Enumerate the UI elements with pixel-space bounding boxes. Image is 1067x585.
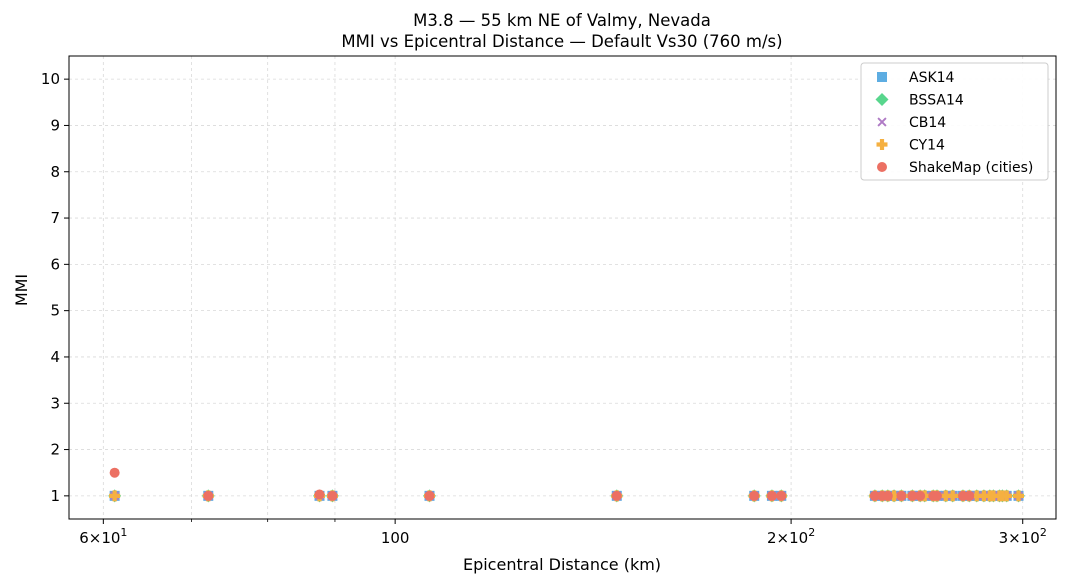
data-point bbox=[971, 490, 983, 502]
legend-label: CY14 bbox=[909, 138, 945, 154]
data-point bbox=[327, 490, 338, 501]
y-tick-label: 6 bbox=[50, 255, 60, 273]
y-tick-label: 9 bbox=[50, 116, 60, 134]
y-tick-label: 3 bbox=[50, 394, 60, 412]
legend-label: BSSA14 bbox=[909, 93, 964, 109]
legend-item: ASK14 bbox=[877, 70, 955, 86]
legend-item: CB14 bbox=[877, 115, 946, 131]
y-tick-label: 4 bbox=[50, 348, 60, 366]
chart-subtitle: MMI vs Epicentral Distance — Default Vs3… bbox=[341, 32, 782, 51]
legend-label: ShakeMap (cities) bbox=[909, 160, 1033, 176]
data-point bbox=[203, 490, 214, 501]
x-tick-label: 2×102 bbox=[767, 526, 815, 547]
legend-marker bbox=[875, 93, 889, 106]
ticks: 1 2 3 4 5 6 7 8 9 10 6×101 100 2×102 3×102 bbox=[41, 70, 1047, 547]
legend: ASK14 BSSA14 CB14 CY14 ShakeMap (cities) bbox=[860, 62, 1049, 181]
plot-frame bbox=[68, 55, 1057, 520]
legend-marker bbox=[877, 72, 887, 82]
data-point bbox=[424, 490, 435, 501]
data-point bbox=[749, 490, 760, 501]
data-point bbox=[907, 490, 918, 501]
series-shakemap-cities bbox=[109, 467, 975, 501]
chart-title: M3.8 — 55 km NE of Valmy, Nevada bbox=[413, 11, 711, 30]
y-tick-label: 1 bbox=[50, 487, 60, 505]
data-point bbox=[776, 490, 787, 501]
legend-item: ShakeMap (cities) bbox=[877, 160, 1033, 176]
data-point bbox=[611, 490, 622, 501]
data-point bbox=[1001, 490, 1013, 502]
data-point bbox=[882, 490, 893, 501]
legend-label: CB14 bbox=[909, 115, 946, 131]
legend-item: CY14 bbox=[876, 138, 945, 154]
data-point bbox=[314, 489, 325, 500]
data-point bbox=[109, 467, 120, 478]
y-tick-label: 7 bbox=[50, 209, 60, 227]
data-point bbox=[888, 490, 900, 502]
x-axis-title: Epicentral Distance (km) bbox=[463, 555, 661, 574]
data-point bbox=[896, 490, 907, 501]
x-tick-label: 100 bbox=[381, 529, 410, 547]
y-tick-label: 10 bbox=[41, 70, 60, 88]
data-point bbox=[109, 490, 121, 502]
legend-marker bbox=[877, 117, 887, 127]
data-point bbox=[766, 490, 777, 501]
y-tick-label: 2 bbox=[50, 441, 60, 459]
y-tick-label: 8 bbox=[50, 163, 60, 181]
legend-item: BSSA14 bbox=[875, 93, 964, 109]
data-layer bbox=[108, 467, 1026, 503]
data-point bbox=[947, 490, 959, 502]
data-point bbox=[987, 490, 999, 502]
y-tick-label: 5 bbox=[50, 302, 60, 320]
x-tick-label: 3×102 bbox=[999, 526, 1047, 547]
legend-box bbox=[860, 62, 1049, 181]
y-axis-title: MMI bbox=[12, 274, 31, 306]
data-point bbox=[932, 490, 943, 501]
data-point bbox=[1013, 490, 1025, 502]
legend-marker bbox=[876, 139, 888, 150]
x-tick-label: 6×101 bbox=[79, 526, 127, 547]
data-point bbox=[869, 490, 880, 501]
data-point bbox=[964, 490, 975, 501]
data-point bbox=[915, 490, 926, 501]
data-point bbox=[940, 490, 952, 502]
legend-label: ASK14 bbox=[909, 70, 955, 86]
legend-marker bbox=[877, 162, 887, 172]
data-point bbox=[978, 490, 990, 502]
